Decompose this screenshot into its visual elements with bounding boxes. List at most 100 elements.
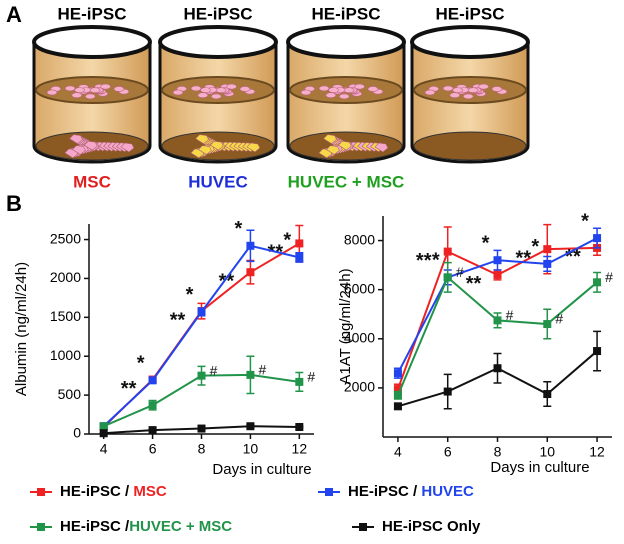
significance-mark: * [137,353,145,375]
well [410,25,530,164]
legend-marker [37,488,45,496]
cell [113,86,125,92]
x-tick-label: 4 [100,441,108,457]
marker [593,347,602,356]
well-rim [410,25,530,59]
panel-label: B [6,191,22,216]
series-line [102,244,300,427]
marker [246,422,255,431]
cell [452,87,463,93]
marker [246,268,255,277]
marker [246,241,255,250]
panel-label: A [6,2,22,27]
significance-mark: ** [416,250,432,272]
cell [462,93,474,100]
cell [209,140,224,151]
cell [442,85,454,92]
cell [467,87,479,94]
marker [393,391,402,400]
culture-label: HUVEC + MSC [288,172,405,191]
cell [337,140,352,151]
culture-label: HUVEC [188,172,248,191]
significance-mark: # [210,362,218,378]
cell [197,92,209,99]
culture-label: MSC [73,172,111,191]
cell [318,85,330,92]
legend-marker [37,523,45,531]
cell [239,86,251,92]
marker [493,256,502,265]
marker [543,259,552,268]
significance-mark: # [307,369,315,385]
well [286,25,406,164]
significance-mark: # [555,311,563,327]
cell [323,134,337,144]
legend-label: HE-iPSC Only [382,518,481,535]
y-tick-label: 4000 [344,329,375,345]
marker [197,371,206,380]
cell [328,87,339,93]
marker [148,376,157,385]
marker [493,270,502,279]
y-tick-label: 2000 [344,379,375,395]
x-tick-label: 12 [589,444,605,460]
well-label: HE-iPSC [436,4,505,23]
well-label: HE-iPSC [184,4,253,23]
significance-mark: * [581,210,589,232]
cell [74,87,85,93]
significance-mark: # [605,269,613,285]
cell [84,93,96,100]
cell [120,142,135,153]
x-axis-label: Days in culture [212,461,311,478]
cell [338,93,350,100]
well-label: HE-iPSC [58,4,127,23]
well [158,25,278,164]
marker [148,401,157,410]
cell [83,140,98,151]
marker [443,247,452,256]
significance-mark: ** [121,378,137,400]
cell [71,92,83,99]
y-tick-label: 1500 [50,308,81,324]
significance-mark: ** [515,247,531,269]
marker [593,234,602,243]
cell [449,92,461,99]
cell [354,83,365,90]
marker [99,429,108,438]
cell [478,83,489,90]
y-tick-label: 8000 [344,231,375,247]
cell [246,142,261,153]
cell [69,134,83,144]
cell [71,145,86,155]
marker [246,370,255,379]
marker [393,385,402,394]
cell [210,93,222,100]
well-rim [286,25,406,59]
marker [99,422,108,431]
significance-mark: ** [466,273,482,295]
cell [374,142,389,153]
y-tick-label: 0 [73,425,81,441]
y-tick-label: 2000 [50,269,81,285]
y-tick-label: 2500 [50,230,81,246]
significance-mark: # [259,362,267,378]
marker [295,239,304,248]
marker [295,253,304,262]
x-tick-label: 12 [292,441,308,457]
significance-mark: * [432,250,440,272]
significance-mark: * [283,230,291,252]
cell [343,87,355,94]
cell [89,87,101,94]
cell [64,85,76,92]
marker [543,320,552,329]
marker [197,424,206,433]
marker [197,307,206,316]
marker [543,390,552,399]
cell [200,87,211,93]
cell [325,145,340,155]
legend-label: HE-iPSC / MSC [60,483,167,500]
legend-label: HE-iPSC /HUVEC + MSC [60,518,232,535]
x-tick-label: 10 [539,444,555,460]
significance-mark: ** [219,271,235,293]
